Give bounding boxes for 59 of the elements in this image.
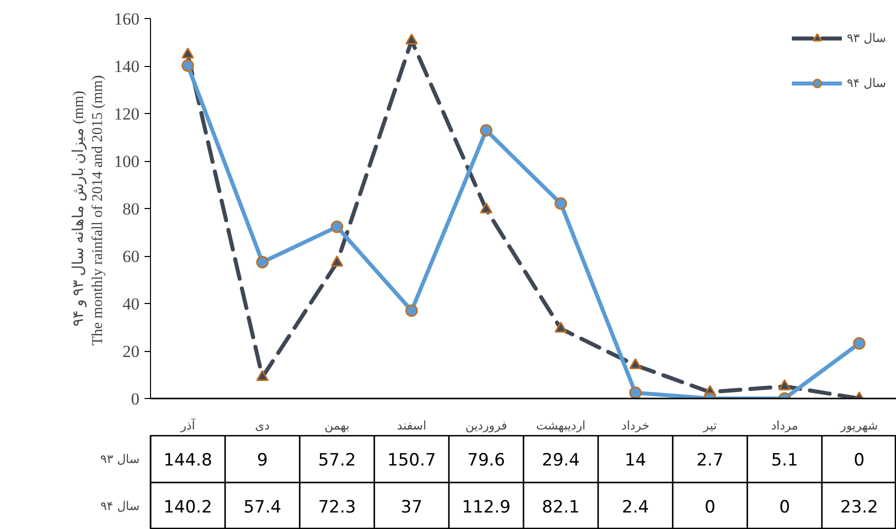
data-label: 14 <box>624 450 646 470</box>
data-label: 82.1 <box>542 498 580 518</box>
data-label: 23.2 <box>840 498 878 518</box>
point <box>554 197 568 210</box>
data-label: 0 <box>779 498 790 518</box>
point <box>852 337 866 350</box>
point <box>480 124 492 137</box>
point <box>182 48 194 59</box>
point <box>405 33 418 45</box>
y-tick-label: 40 <box>122 294 140 314</box>
x-tick-label: بهمن <box>324 418 350 432</box>
point <box>330 220 344 234</box>
data-label: 29.4 <box>542 450 580 470</box>
x-tick-label: تیر <box>702 418 717 432</box>
point <box>405 304 418 317</box>
y-tick-label: 100 <box>114 152 140 171</box>
data-label: 2.4 <box>622 498 649 518</box>
y-tick-label: 0 <box>131 390 140 408</box>
x-tick-label: دی <box>255 418 270 432</box>
point <box>629 386 642 398</box>
y-tick-label: 60 <box>122 247 140 266</box>
data-label: 72.3 <box>318 498 356 518</box>
legend-label: سال ۹۴ <box>846 76 886 90</box>
data-label: 0 <box>854 450 865 470</box>
y-tick-label: 20 <box>122 342 140 361</box>
data-label: 37 <box>400 498 422 518</box>
data-label: 57.2 <box>318 450 356 470</box>
point <box>778 379 791 390</box>
data-label: 9 <box>256 450 268 470</box>
data-label: 5.1 <box>771 450 798 470</box>
x-tick-label: مرداد <box>771 418 798 432</box>
x-tick-label: آذر <box>180 418 196 432</box>
data-label: 112.9 <box>462 498 511 518</box>
data-label: 79.6 <box>467 450 506 470</box>
data-label: 2.7 <box>696 450 724 470</box>
point <box>256 370 269 382</box>
point <box>330 256 344 267</box>
text: سال ۹۳ <box>100 452 140 466</box>
point <box>629 358 642 370</box>
y-tick-label: 140 <box>114 57 140 76</box>
x-tick-label: شهریور <box>839 418 878 432</box>
data-label: 144.8 <box>163 450 212 470</box>
y-tick-label: 120 <box>114 104 140 124</box>
data-label: 140.2 <box>163 498 212 518</box>
point <box>182 59 194 72</box>
point <box>256 256 269 268</box>
point <box>480 202 492 214</box>
legend-label: سال ۹۳ <box>846 31 886 45</box>
x-tick-label: اسفند <box>396 418 426 432</box>
x-tick-label: اردیبهشت <box>536 418 586 432</box>
point <box>554 322 568 333</box>
data-label: 150.7 <box>387 450 436 470</box>
x-tick-label: خرداد <box>621 418 650 432</box>
y-tick-label: 80 <box>122 200 140 218</box>
x-tick-label: فروردین <box>465 418 508 432</box>
data-label: 57.4 <box>243 498 282 518</box>
y-tick-label: 160 <box>114 10 140 28</box>
data-label: 0 <box>704 498 716 518</box>
text: سال ۹۴ <box>100 499 140 513</box>
